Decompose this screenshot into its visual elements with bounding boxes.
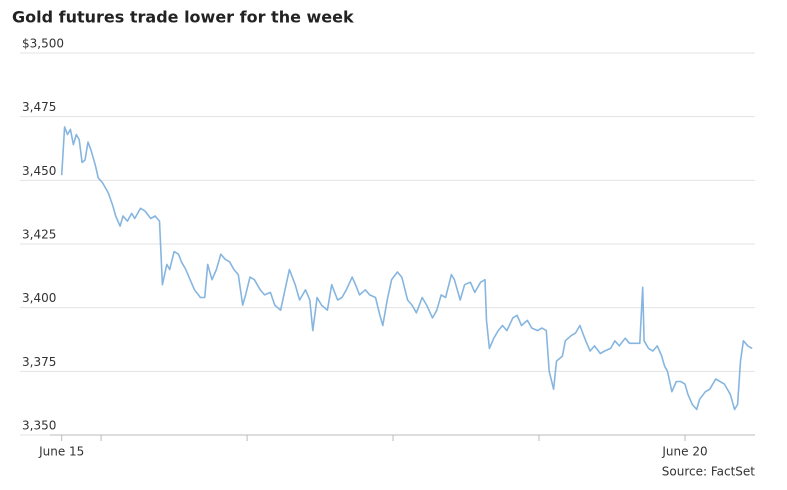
- source-note: Source: FactSet: [662, 465, 756, 479]
- x-tick-label: June 20: [661, 445, 707, 459]
- y-tick-label: 3,475: [22, 100, 56, 114]
- y-tick-label: 3,350: [22, 419, 56, 433]
- price-line: [60, 126, 753, 411]
- x-tick-label: June 15: [38, 445, 84, 459]
- y-tick-label: 3,400: [22, 291, 56, 305]
- y-tick-label: 3,425: [22, 228, 56, 242]
- y-tick-label: 3,375: [22, 355, 56, 369]
- y-tick-label: $3,500: [22, 37, 64, 51]
- chart-title: Gold futures trade lower for the week: [12, 8, 354, 27]
- y-tick-label: 3,450: [22, 164, 56, 178]
